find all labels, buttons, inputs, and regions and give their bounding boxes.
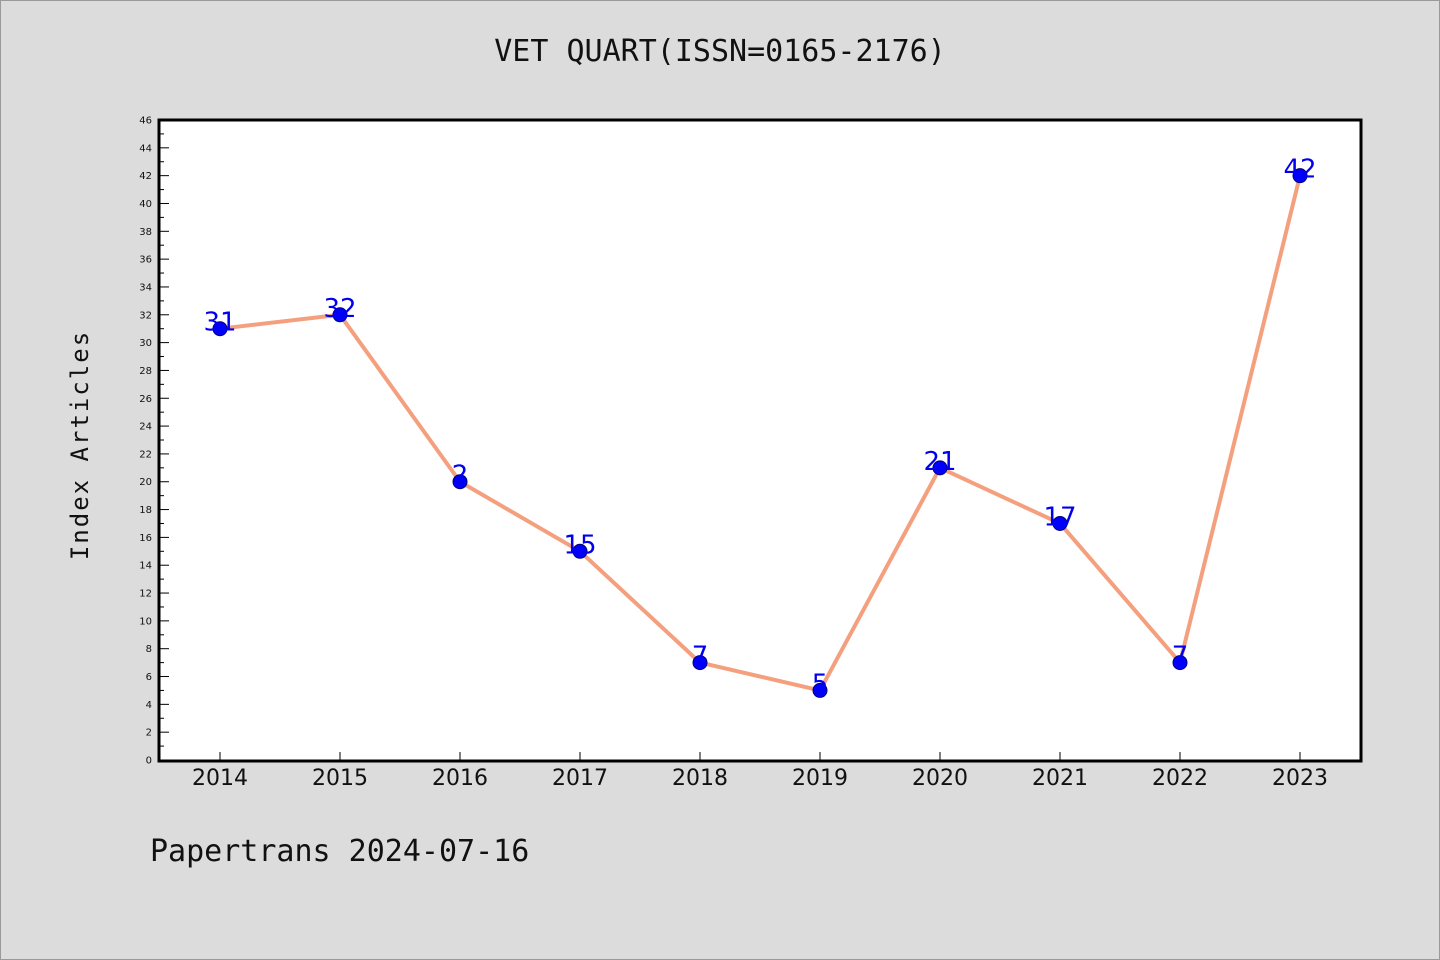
- y-tick-label: 16: [139, 533, 152, 544]
- data-point-2021: [1052, 515, 1068, 531]
- data-point-2023: [1292, 168, 1308, 184]
- y-tick-label: 26: [139, 394, 152, 405]
- data-point-2022: [1172, 655, 1188, 671]
- data-point-2015: [332, 307, 348, 323]
- y-tick-label: 32: [139, 310, 152, 321]
- data-label-2016: 2: [452, 461, 469, 491]
- y-tick-label: 28: [139, 366, 152, 377]
- data-point-2019: [812, 682, 828, 698]
- data-point-2014: [212, 321, 228, 337]
- x-tick-label: 2018: [672, 766, 728, 791]
- x-tick-label: 2020: [912, 766, 968, 791]
- plot-area: [157, 118, 1363, 763]
- y-tick-label: 14: [139, 561, 152, 572]
- y-tick-label: 42: [139, 171, 152, 182]
- y-tick-label: 4: [146, 700, 152, 711]
- data-point-2018: [692, 655, 708, 671]
- x-tick-label: 2017: [552, 766, 608, 791]
- x-tick-label: 2014: [192, 766, 248, 791]
- x-tick-label: 2021: [1032, 766, 1088, 791]
- y-tick-label: 46: [139, 116, 152, 127]
- y-tick-label: 8: [146, 644, 152, 655]
- data-point-2017: [572, 543, 588, 559]
- data-label-2017: 15: [563, 530, 596, 560]
- y-tick-label: 44: [139, 143, 152, 154]
- data-point-2020: [932, 460, 948, 476]
- y-tick-label: 30: [139, 338, 152, 349]
- y-tick-label: 24: [139, 422, 152, 433]
- data-label-2020: 21: [923, 447, 956, 477]
- y-tick-label: 6: [146, 672, 152, 683]
- y-tick-label: 22: [139, 449, 152, 460]
- y-tick-label: 2: [146, 728, 152, 739]
- data-label-2018: 7: [692, 642, 709, 672]
- footer-source-date: Papertrans 2024-07-16: [150, 834, 530, 869]
- x-tick-label: 2016: [432, 766, 488, 791]
- y-tick-label: 36: [139, 255, 152, 266]
- x-tick-label: 2015: [312, 766, 368, 791]
- data-label-2022: 7: [1172, 642, 1189, 672]
- x-tick-label: 2022: [1152, 766, 1208, 791]
- y-tick-label: 40: [139, 199, 152, 210]
- data-label-2015: 32: [323, 294, 356, 324]
- y-tick-label: 0: [146, 756, 152, 767]
- y-tick-label: 20: [139, 477, 152, 488]
- y-tick-label: 12: [139, 589, 152, 600]
- y-tick-label: 38: [139, 227, 152, 238]
- x-tick-label: 2019: [792, 766, 848, 791]
- y-tick-label: 10: [139, 616, 152, 627]
- data-label-2019: 5: [812, 669, 829, 699]
- y-tick-label: 34: [139, 282, 152, 293]
- data-label-2021: 17: [1043, 502, 1076, 532]
- data-point-2016: [452, 474, 468, 490]
- data-label-2014: 31: [203, 308, 236, 338]
- data-label-2023: 42: [1283, 155, 1316, 185]
- chart-title: VET QUART(ISSN=0165-2176): [494, 34, 946, 69]
- x-tick-label: 2023: [1272, 766, 1328, 791]
- series-line: [218, 173, 1302, 693]
- y-tick-label: 18: [139, 505, 152, 516]
